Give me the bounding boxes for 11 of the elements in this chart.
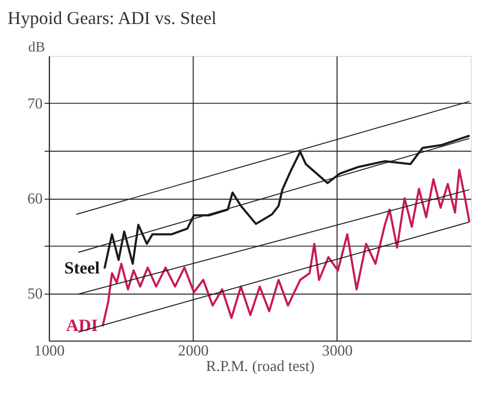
y-axis-title: dB	[28, 40, 46, 56]
y-tick-label: 50	[27, 285, 44, 302]
x-tick-label: 2000	[178, 342, 210, 360]
series-label: ADI	[66, 316, 98, 336]
series-label: Steel	[64, 258, 100, 278]
chart-title: Hypoid Gears: ADI vs. Steel	[8, 8, 216, 28]
x-tick-label: 3000	[322, 342, 354, 360]
y-tick-label: 70	[27, 96, 44, 113]
x-tick-label: 1000	[34, 342, 66, 360]
y-tick-label: 60	[27, 190, 44, 208]
x-axis-title: R.P.M. (road test)	[206, 358, 315, 375]
